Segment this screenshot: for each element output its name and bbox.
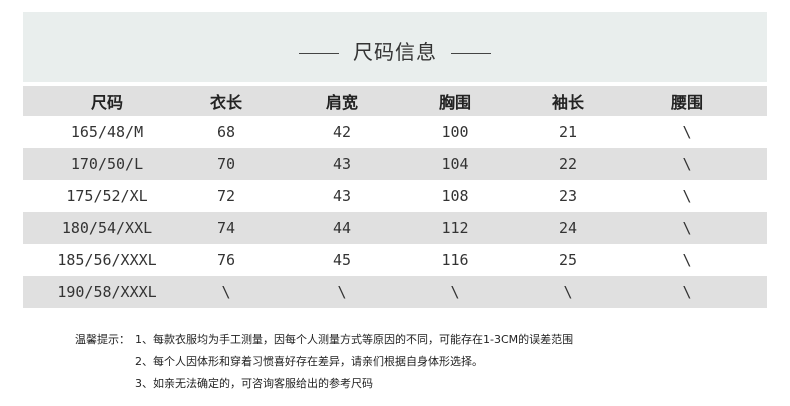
- table-cell: 74: [216, 219, 236, 237]
- table-cell: 25: [558, 251, 578, 269]
- table-cell: 108: [441, 187, 469, 205]
- table-row: 165/48/M 68 42 100 21 \: [23, 116, 767, 148]
- tip-item: 2、每个人因体形和穿着习惯喜好存在差异，请亲们根据自身体形选择。: [135, 355, 483, 368]
- table-cell: \: [563, 283, 573, 301]
- title-dash-right: [451, 53, 491, 54]
- title-text: 尺码信息: [353, 40, 437, 64]
- table-row: 190/58/XXXL \ \ \ \ \: [23, 276, 767, 308]
- table-cell: 45: [332, 251, 352, 269]
- title-dash-left: [299, 53, 339, 54]
- header-cell: 胸围: [438, 93, 471, 112]
- table-cell: 22: [558, 155, 578, 173]
- header-cell: 袖长: [551, 93, 584, 112]
- table-cell: 170/50/L: [70, 155, 144, 173]
- table-cell: \: [221, 283, 231, 301]
- table-cell: 112: [441, 219, 469, 237]
- table-cell: 43: [332, 155, 352, 173]
- table-cell: 76: [216, 251, 236, 269]
- table-cell: 185/56/XXXL: [57, 251, 157, 269]
- table-cell: 44: [332, 219, 352, 237]
- table-cell: 175/52/XL: [66, 187, 148, 205]
- table-row: 170/50/L 70 43 104 22 \: [23, 148, 767, 180]
- header-cell: 衣长: [209, 93, 242, 112]
- table-cell: 68: [216, 123, 236, 141]
- table-cell: \: [337, 283, 347, 301]
- size-table: 尺码 衣长 肩宽 胸围 袖长 腰围 165/48/M 68 42 100 21 \ 170/…: [23, 86, 767, 308]
- table-cell: 104: [441, 155, 469, 173]
- table-header: 尺码 衣长 肩宽 胸围 袖长 腰围: [23, 86, 767, 116]
- title-band: 尺码信息: [23, 12, 767, 82]
- table-cell: \: [450, 283, 460, 301]
- table-cell: 21: [558, 123, 578, 141]
- table-cell: 165/48/M: [70, 123, 144, 141]
- table-cell: 100: [441, 123, 469, 141]
- tip-item: 1、每款衣服均为手工测量，因每个人测量方式等原因的不同，可能存在1-3CM的误差…: [135, 333, 574, 346]
- table-cell: \: [682, 219, 692, 237]
- tip-item: 3、如亲无法确定的，可咨询客服给出的参考尺码: [135, 377, 373, 390]
- table-cell: \: [682, 123, 692, 141]
- header-cell: 尺码: [90, 93, 123, 112]
- table-cell: 180/54/XXL: [61, 219, 153, 237]
- table-row: 185/56/XXXL 76 45 116 25 \: [23, 244, 767, 276]
- tip-line: 2、每个人因体形和穿着习惯喜好存在差异，请亲们根据自身体形选择。: [75, 353, 573, 375]
- table-cell: 23: [558, 187, 578, 205]
- table-cell: 43: [332, 187, 352, 205]
- table-cell: \: [682, 283, 692, 301]
- table-cell: 190/58/XXXL: [57, 283, 157, 301]
- tip-line: 温馨提示： 1、每款衣服均为手工测量，因每个人测量方式等原因的不同，可能存在1-3…: [75, 331, 573, 353]
- table-cell: \: [682, 155, 692, 173]
- tips: 温馨提示： 1、每款衣服均为手工测量，因每个人测量方式等原因的不同，可能存在1-3…: [75, 331, 573, 397]
- header-cell: 腰围: [670, 93, 703, 112]
- table-row: 175/52/XL 72 43 108 23 \: [23, 180, 767, 212]
- tip-line: 3、如亲无法确定的，可咨询客服给出的参考尺码: [75, 375, 573, 397]
- table-cell: 24: [558, 219, 578, 237]
- table-cell: 116: [441, 251, 469, 269]
- table-body: 165/48/M 68 42 100 21 \ 170/50/L 70 43 104 22 \ 175/…: [23, 116, 767, 308]
- table-row: 180/54/XXL 74 44 112 24 \: [23, 212, 767, 244]
- section-title: 尺码信息: [23, 36, 767, 65]
- table-cell: 70: [216, 155, 236, 173]
- tips-label: 温馨提示：: [75, 333, 130, 346]
- header-cell: 肩宽: [325, 93, 358, 112]
- table-cell: \: [682, 187, 692, 205]
- table-cell: 42: [332, 123, 352, 141]
- table-cell: \: [682, 251, 692, 269]
- table-cell: 72: [216, 187, 236, 205]
